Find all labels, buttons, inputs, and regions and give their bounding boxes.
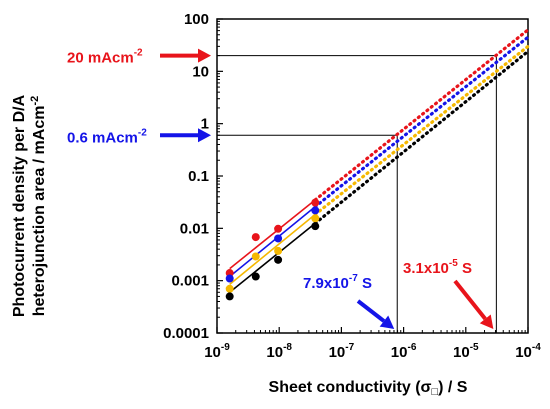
- data-point: [311, 222, 320, 231]
- extrapolation-line: [313, 35, 530, 209]
- annotation-label-sup: -5: [449, 258, 458, 269]
- x-tick-label: 10-5: [453, 342, 479, 361]
- x-tick-label-base: 10: [515, 344, 532, 361]
- y-tick-label: 100: [184, 11, 209, 28]
- x-tick-label-exponent: -5: [470, 342, 479, 353]
- data-point: [311, 214, 320, 223]
- annotation-label-sup: -2: [138, 127, 147, 138]
- y-tick-label: 0.01: [180, 220, 209, 237]
- data-point: [311, 206, 320, 215]
- reference-lines: [217, 55, 497, 333]
- x-tick-label-exponent: -9: [221, 342, 230, 353]
- annotation-label-sup: -7: [349, 273, 358, 284]
- fit-line: [229, 213, 316, 285]
- annotation-label-main: 3.1x10: [403, 260, 449, 277]
- data-point: [274, 255, 283, 264]
- extrapolation-line: [313, 49, 530, 225]
- x-tick-label-base: 10: [391, 344, 408, 361]
- data-point: [274, 224, 283, 233]
- x-tick-label-base: 10: [329, 344, 346, 361]
- y-tick-label: 0.1: [188, 168, 209, 185]
- annotation-label-sup: -2: [134, 48, 143, 59]
- arrow-0.6-mAcm-head: [198, 128, 211, 143]
- annotation-label-tail: S: [458, 260, 472, 277]
- y-tick-label: 1: [201, 116, 209, 133]
- data-point: [225, 274, 234, 283]
- data-point: [274, 234, 283, 243]
- data-point: [225, 292, 234, 301]
- extrapolation-line: [313, 28, 530, 202]
- annotations: 20 mAcm-20.6 mAcm-27.9x10-7 S3.1x10-5 S: [67, 48, 494, 329]
- y-axis-label-line2: heterojunction area / mAcm-2: [29, 96, 48, 317]
- extrapolation-line: [313, 44, 530, 216]
- y-axis-label-line2-sup: -2: [29, 96, 41, 106]
- x-tick-label: 10-6: [391, 342, 417, 361]
- y-tick-label: 0.0001: [163, 325, 209, 342]
- fit-line: [229, 222, 316, 293]
- data-point: [251, 233, 260, 242]
- x-axis-label-box: □: [431, 386, 438, 398]
- annotation-label-main: 0.6 mAcm: [67, 129, 138, 146]
- data-series: [225, 28, 530, 301]
- x-tick-label: 10-8: [266, 342, 292, 361]
- y-tick-label: 10: [192, 63, 209, 80]
- x-axis-label-tail: ) / S: [438, 379, 468, 396]
- annotation-label-tail: S: [358, 275, 372, 292]
- x-tick-label-exponent: -4: [532, 342, 541, 353]
- x-tick-label-exponent: -7: [345, 342, 354, 353]
- data-point: [251, 252, 260, 261]
- x-axis-label: Sheet conductivity (σ□) / S: [269, 379, 468, 398]
- y-axis-label-line1: Photocurrent density per D/A: [11, 94, 28, 317]
- annotation-label: 20 mAcm-2: [67, 48, 143, 67]
- arrow-7.9e-7-head: [379, 315, 395, 329]
- annotation-label-main: 20 mAcm: [67, 50, 134, 67]
- arrow-20-mAcm-head: [198, 48, 211, 63]
- fit-line: [229, 205, 316, 278]
- annotation-label-main: 7.9x10: [303, 275, 349, 292]
- annotation-label: 3.1x10-5 S: [403, 258, 472, 277]
- arrow-3.1e-5-head: [479, 314, 494, 329]
- x-tick-label-base: 10: [266, 344, 283, 361]
- data-point: [274, 246, 283, 255]
- x-tick-label: 10-7: [329, 342, 355, 361]
- arrow-3.1e-5-shaft: [453, 279, 487, 321]
- y-axis-label-line2-main: heterojunction area / mAcm: [31, 106, 48, 317]
- y-tick-label: 0.001: [171, 273, 209, 290]
- data-point: [225, 284, 234, 293]
- data-point: [311, 198, 320, 207]
- arrow-7.9e-7-shaft: [356, 299, 386, 323]
- x-tick-label: 10-4: [515, 342, 541, 361]
- x-tick-label-base: 10: [453, 344, 470, 361]
- data-point: [225, 269, 234, 278]
- x-tick-label-exponent: -6: [407, 342, 416, 353]
- x-axis-label-main: Sheet conductivity (σ: [269, 379, 432, 396]
- x-tick-label-base: 10: [204, 344, 221, 361]
- x-tick-label: 10-9: [204, 342, 230, 361]
- annotation-label: 0.6 mAcm-2: [67, 127, 147, 146]
- data-point: [251, 272, 260, 281]
- x-tick-label-exponent: -8: [283, 342, 292, 353]
- fit-line: [229, 199, 316, 270]
- annotation-label: 7.9x10-7 S: [303, 273, 372, 292]
